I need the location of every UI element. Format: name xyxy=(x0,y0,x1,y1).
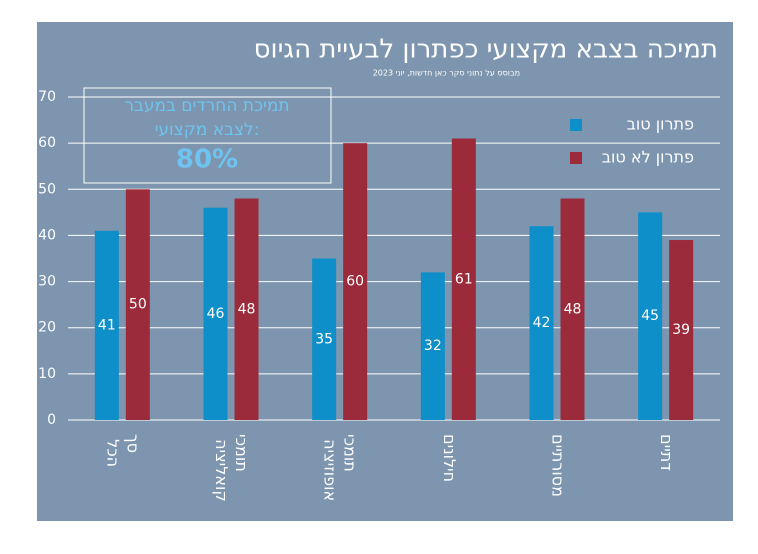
bar xyxy=(451,138,476,420)
data-label: 46 xyxy=(207,306,225,322)
data-label: 35 xyxy=(315,331,333,347)
bar xyxy=(312,258,337,420)
data-label: 39 xyxy=(672,322,690,338)
chart-subtitle: מבוסס על נתוני סקר כאן חדשות, יוני 2023 xyxy=(373,69,520,78)
data-label: 61 xyxy=(455,271,473,287)
y-tick-label: 50 xyxy=(38,181,56,197)
bar xyxy=(203,207,228,420)
annotation-text: לצבא מקצועי: xyxy=(155,120,260,140)
y-tick-label: 30 xyxy=(38,274,56,290)
data-label: 60 xyxy=(346,274,364,290)
data-label: 42 xyxy=(533,315,551,331)
data-label: 48 xyxy=(564,301,582,317)
annotation-highlight: 80% xyxy=(176,145,238,175)
annotation-box xyxy=(83,87,332,184)
y-tick-label: 10 xyxy=(38,366,56,382)
x-tick-label: תומכי קואליציה xyxy=(213,434,252,502)
x-tick-label: חילונים xyxy=(440,434,459,482)
bar xyxy=(529,226,554,420)
bar xyxy=(638,212,663,420)
data-label: 45 xyxy=(641,308,659,324)
data-label: 50 xyxy=(129,297,147,313)
y-tick-label: 0 xyxy=(47,412,56,428)
chart-title: תמיכה בצבא מקצועי כפתרון לבעיית הגיוס xyxy=(254,35,718,65)
y-tick-label: 70 xyxy=(38,89,56,105)
legend-label: פתרון לא טוב xyxy=(602,148,694,167)
y-tick-label: 60 xyxy=(38,135,56,151)
bar xyxy=(94,230,119,420)
y-tick-label: 40 xyxy=(38,227,56,243)
x-tick-label: סך הכל xyxy=(104,434,143,467)
legend-swatch xyxy=(570,152,582,164)
x-tick-label: תומכי אופוזיציה xyxy=(321,434,360,501)
bar xyxy=(560,198,585,420)
legend-label: פתרון טוב xyxy=(627,115,694,134)
data-label: 48 xyxy=(238,301,256,317)
annotation-text: תמיכת החרדים במעבר xyxy=(124,96,289,116)
bar xyxy=(669,240,694,420)
data-label: 32 xyxy=(424,338,442,354)
y-tick-label: 20 xyxy=(38,320,56,336)
bar xyxy=(343,143,368,420)
bar xyxy=(420,272,445,420)
data-label: 41 xyxy=(98,317,116,333)
x-tick-label: דתיים xyxy=(657,434,676,471)
bar xyxy=(234,198,259,420)
chart-panel xyxy=(37,22,733,521)
bar xyxy=(125,189,150,420)
x-tick-label: מסורתיים xyxy=(549,434,568,497)
legend-swatch xyxy=(570,119,582,131)
